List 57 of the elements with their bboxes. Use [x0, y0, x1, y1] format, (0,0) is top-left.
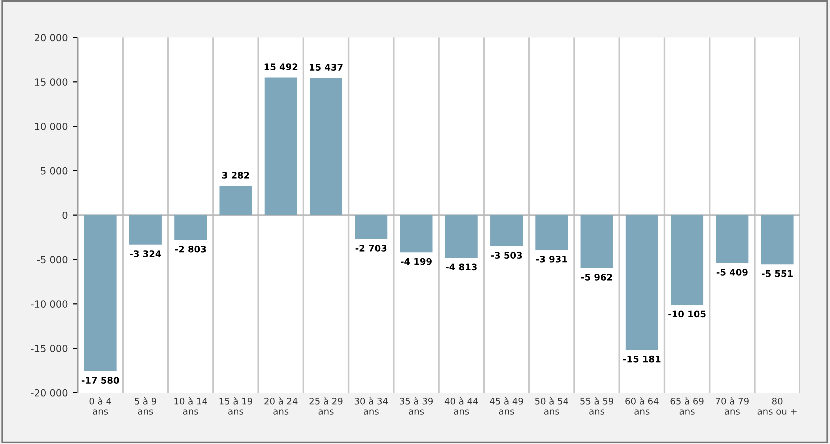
data-label: -10 105 — [668, 310, 706, 318]
bar — [84, 215, 117, 372]
bar — [761, 215, 794, 265]
bar — [355, 215, 388, 240]
x-tick-label: 65 à 69 ans — [670, 397, 704, 415]
x-tick-label: 70 à 79 ans — [716, 397, 749, 415]
data-label: -4 813 — [446, 264, 477, 271]
data-label: -15 181 — [624, 356, 661, 363]
y-tick-label: 15 000 — [35, 78, 68, 86]
y-tick-label: 5 000 — [41, 167, 68, 175]
data-label: -2 803 — [175, 246, 206, 253]
x-tick-label: 50 à 54 ans — [535, 397, 569, 415]
bar — [580, 215, 614, 268]
data-label: 15 437 — [310, 64, 343, 71]
x-tick-label: 20 à 24 ans — [264, 397, 298, 415]
bar — [626, 215, 658, 350]
x-tick-label: 10 à 14 ans — [174, 397, 208, 415]
x-tick-label: 40 à 44 ans — [444, 397, 478, 415]
data-label: 15 492 — [264, 64, 298, 70]
x-tick-label: 5 à 9 ans — [135, 397, 156, 415]
data-label: -5 551 — [762, 270, 793, 278]
bar — [400, 215, 433, 253]
data-label: -3 324 — [130, 250, 162, 258]
x-tick-label: 35 à 39 ans — [400, 397, 433, 415]
bar — [129, 215, 162, 245]
y-tick-label: 20 000 — [34, 34, 68, 42]
bar — [671, 215, 704, 306]
bar — [445, 215, 478, 258]
bar — [174, 215, 208, 240]
x-tick-label: 55 à 59 ans — [580, 397, 614, 415]
data-label: -5 962 — [582, 274, 612, 281]
x-tick-label: 25 à 29 ans — [310, 397, 343, 415]
x-tick-label: 45 à 49 ans — [490, 397, 524, 415]
y-tick-label: -20 000 — [31, 389, 68, 397]
x-tick-label: 0 à 4 ans — [90, 397, 112, 415]
y-tick-label: -15 000 — [31, 345, 68, 352]
y-tick-label: -10 000 — [31, 300, 68, 308]
data-label: -5 409 — [716, 269, 748, 276]
bar — [716, 215, 749, 264]
y-tick-label: 10 000 — [35, 123, 68, 130]
data-label: -3 931 — [536, 256, 568, 263]
data-label: -4 199 — [400, 258, 432, 266]
data-label: -3 503 — [491, 252, 522, 259]
x-tick-label: 60 à 64 ans — [626, 397, 659, 415]
data-label: 3 282 — [222, 172, 250, 179]
bar — [536, 215, 568, 250]
y-tick-label: -5 000 — [37, 256, 68, 264]
bar — [310, 78, 342, 216]
data-label: -2 703 — [356, 245, 387, 252]
x-tick-label: 15 à 19 ans — [220, 397, 252, 415]
bar — [220, 186, 252, 216]
x-tick-label: 30 à 34 ans — [354, 397, 388, 415]
data-label: -17 580 — [82, 377, 120, 384]
y-tick-label: 0 — [62, 212, 68, 220]
bar — [264, 78, 298, 216]
bar — [490, 215, 524, 246]
x-tick-label: 80 ans ou + — [758, 398, 797, 415]
